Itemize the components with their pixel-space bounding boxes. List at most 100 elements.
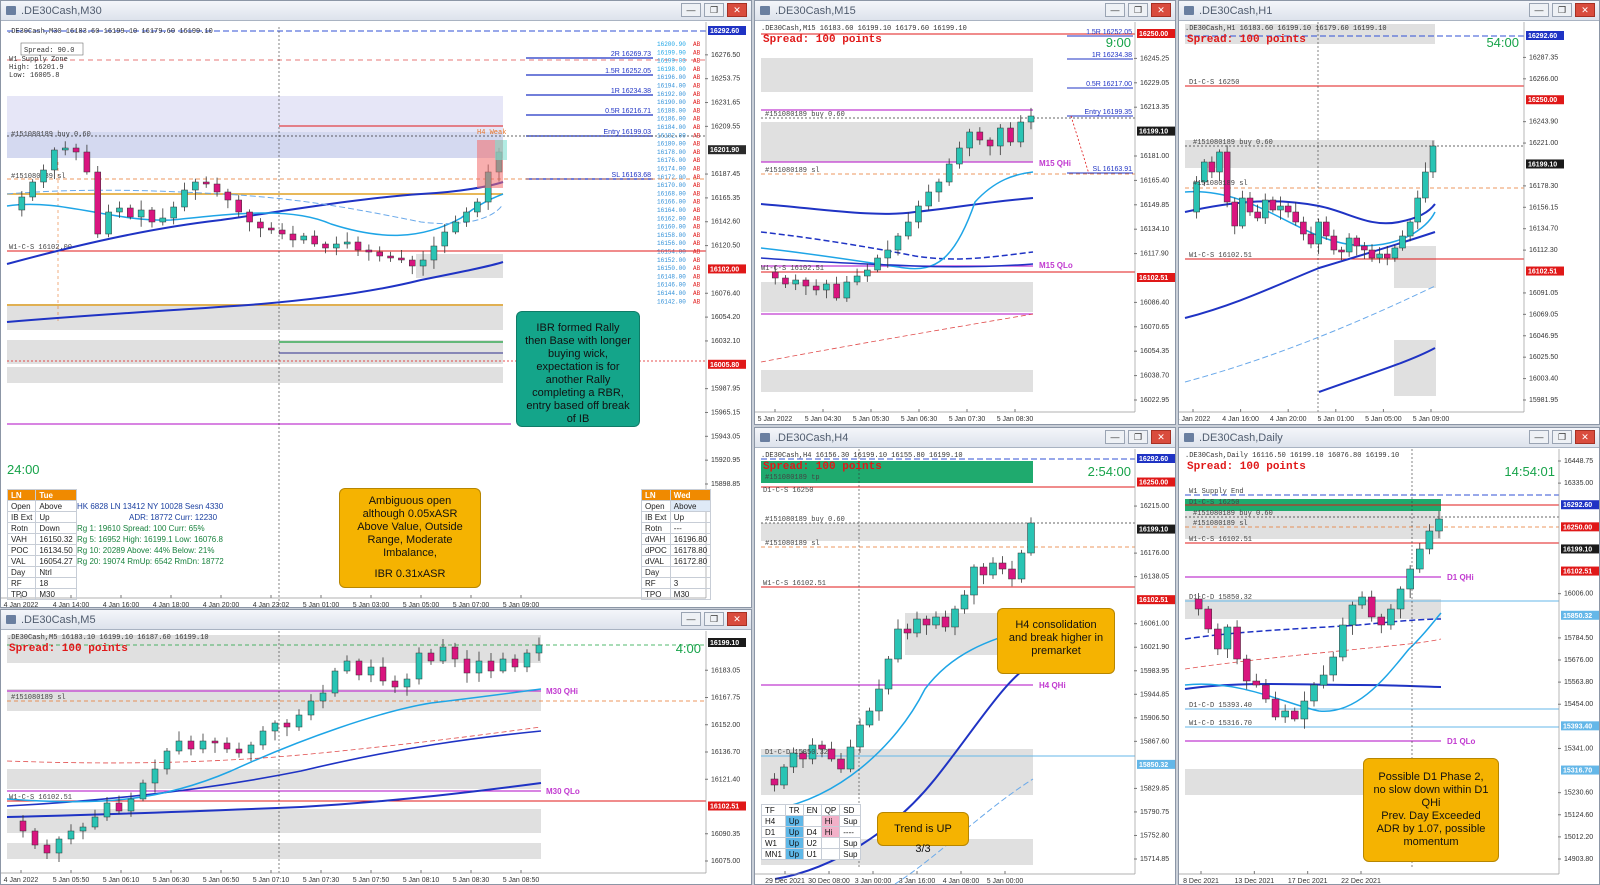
minimize-button[interactable]: — <box>681 612 701 626</box>
candle-body <box>1017 121 1025 143</box>
restore-button[interactable]: ❐ <box>1552 3 1572 17</box>
candle-body <box>1246 197 1254 213</box>
candle-body <box>966 131 973 149</box>
price-label: 16181.00 <box>1140 153 1169 160</box>
chart-area-m5[interactable]: .DE30Cash,M5 16183.10 16199.10 16187.60 … <box>1 631 751 884</box>
window-titlebar[interactable]: .DE30Cash,H4 — ❐ ✕ <box>755 428 1175 448</box>
candle-body <box>408 259 416 267</box>
candle-body <box>1262 684 1270 700</box>
table-header-cell: TR <box>784 804 804 816</box>
table-cell: IB Ext <box>6 511 37 523</box>
close-button[interactable]: ✕ <box>727 3 747 17</box>
candle-body <box>1193 181 1200 213</box>
restore-button[interactable]: ❐ <box>704 612 724 626</box>
restore-button[interactable]: ❐ <box>704 3 724 17</box>
time-axis: 4 Jan 2022 4 Jan 14:00 4 Jan 16:00 4 Jan 18… <box>4 595 539 607</box>
time-label: 5 Jan 01:00 <box>1318 416 1355 423</box>
minimize-button[interactable]: — <box>1529 3 1549 17</box>
table-cell <box>802 815 822 827</box>
open-analysis-note: Ambiguous open although 0.05xASR Above V… <box>339 488 481 588</box>
time-label: 4 Jan 16:00 <box>103 602 140 607</box>
candle-body <box>187 740 195 750</box>
restore-button[interactable]: ❐ <box>1128 3 1148 17</box>
table-cell: W1 <box>761 837 786 849</box>
chart-area-m15[interactable]: 1.5R 16252.05 1R 16234.38 0.5R 16217.00 … <box>755 22 1175 424</box>
window-titlebar[interactable]: .DE30Cash,M15 — ❐ ✕ <box>755 1 1175 21</box>
candle-body <box>922 618 931 626</box>
table-cell: 16054.27 <box>35 555 77 567</box>
chart-window-daily[interactable]: .DE30Cash,Daily — ❐ ✕ <box>1178 427 1600 885</box>
close-button[interactable]: ✕ <box>727 612 747 626</box>
close-button[interactable]: ✕ <box>1575 430 1595 444</box>
time-label: 5 Jan 05:50 <box>53 877 90 884</box>
candle-body <box>865 710 874 726</box>
close-button[interactable]: ✕ <box>1575 3 1595 17</box>
price-tag: 16102.51 <box>1139 275 1168 282</box>
chart-window-h1[interactable]: .DE30Cash,H1 — ❐ ✕ .DE30Cash,H1 161 <box>1178 0 1600 425</box>
candle-body <box>782 277 789 285</box>
candle-body <box>1008 568 1016 580</box>
candle-body <box>223 742 231 750</box>
time-label: 30 Dec 08:00 <box>808 878 850 884</box>
price-label: 16038.70 <box>1140 373 1169 380</box>
price-label: 16061.00 <box>1140 621 1169 628</box>
candle-body <box>1027 522 1035 554</box>
spread-label: Spread: 100 points <box>763 34 882 46</box>
price-label: 16152.00 <box>711 722 740 729</box>
chart-window-m15[interactable]: .DE30Cash,M15 — ❐ ✕ 1. <box>754 0 1176 425</box>
window-title: .DE30Cash,M15 <box>775 5 856 17</box>
price-tag: 16250.00 <box>1139 31 1168 38</box>
ladder-tag: AB <box>693 124 701 131</box>
ladder-price: 16148.00 <box>657 273 686 280</box>
ladder-price: 16162.00 <box>657 215 686 222</box>
d1-qhi-label: D1 QHi <box>1447 573 1474 582</box>
chart-window-icon <box>6 615 16 624</box>
stat-line-3: Rg 5: 16952 High: 16199.1 Low: 16076.8 <box>77 535 223 544</box>
restore-button[interactable]: ❐ <box>1128 430 1148 444</box>
close-button[interactable]: ✕ <box>1151 3 1171 17</box>
candle-body <box>452 221 459 233</box>
candle-body <box>935 181 943 193</box>
minimize-button[interactable]: — <box>1529 430 1549 444</box>
window-titlebar[interactable]: .DE30Cash,M5 — ❐ ✕ <box>1 610 751 630</box>
minimize-button[interactable]: — <box>681 3 701 17</box>
position-buy-label: #151080189 buy 0.60 <box>765 111 845 119</box>
price-label: 16120.50 <box>711 243 740 250</box>
price-tag: 15850.32 <box>1563 613 1592 620</box>
price-label: 15676.00 <box>1564 657 1593 664</box>
close-button[interactable]: ✕ <box>1151 430 1171 444</box>
chart-window-m30[interactable]: .DE30Cash,M30 — ❐ ✕ <box>0 0 752 608</box>
table-cell: Up <box>669 511 712 523</box>
ladder-price: 16168.00 <box>657 190 686 197</box>
trend-table-wrap: TF TR EN QP SD H4 Up Hi Sup D1 Up D4 Hi ---- W1 Up U2 Sup… <box>761 804 862 860</box>
candle-body <box>1208 161 1216 173</box>
table-cell: 3 <box>669 577 712 589</box>
candle-body <box>387 255 394 259</box>
table-cell: Sup <box>839 837 862 849</box>
table-row: Rotn Down <box>6 522 77 534</box>
price-label: 16076.40 <box>711 290 740 297</box>
window-titlebar[interactable]: .DE30Cash,M30 — ❐ ✕ <box>1 1 751 21</box>
m15-chart-svg[interactable]: 1.5R 16252.05 1R 16234.38 0.5R 16217.00 … <box>755 22 1175 424</box>
position-sl-label: #151080189 sl <box>11 694 66 702</box>
chart-window-h4[interactable]: .DE30Cash,H4 — ❐ ✕ .DE30Cash, <box>754 427 1176 885</box>
window-titlebar[interactable]: .DE30Cash,Daily — ❐ ✕ <box>1179 428 1599 448</box>
window-titlebar[interactable]: .DE30Cash,H1 — ❐ ✕ <box>1179 1 1599 21</box>
restore-button[interactable]: ❐ <box>1552 430 1572 444</box>
ladder-price: 16198.00 <box>657 66 686 73</box>
h1-chart-svg[interactable]: .DE30Cash,H1 16183.60 16199.10 16179.60 … <box>1179 22 1599 424</box>
candle-body <box>989 562 997 576</box>
note-line: Range, Moderate <box>367 534 453 546</box>
candle-body <box>903 628 912 634</box>
ladder-tag: AB <box>693 58 701 65</box>
minimize-button[interactable]: — <box>1105 430 1125 444</box>
chart-area-h1[interactable]: .DE30Cash,H1 16183.60 16199.10 16179.60 … <box>1179 22 1599 424</box>
table-cell: Hi <box>820 826 841 838</box>
candle-body <box>18 196 26 211</box>
m5-chart-svg[interactable]: .DE30Cash,M5 16183.10 16199.10 16187.60 … <box>1 631 751 884</box>
position-sl-label: #151080189 sl <box>765 167 820 175</box>
chart-window-m5[interactable]: .DE30Cash,M5 — ❐ ✕ .DE30Cash,M5 161 <box>0 609 752 885</box>
price-label: 16003.40 <box>1529 376 1558 383</box>
candle-body <box>1277 205 1284 211</box>
minimize-button[interactable]: — <box>1105 3 1125 17</box>
